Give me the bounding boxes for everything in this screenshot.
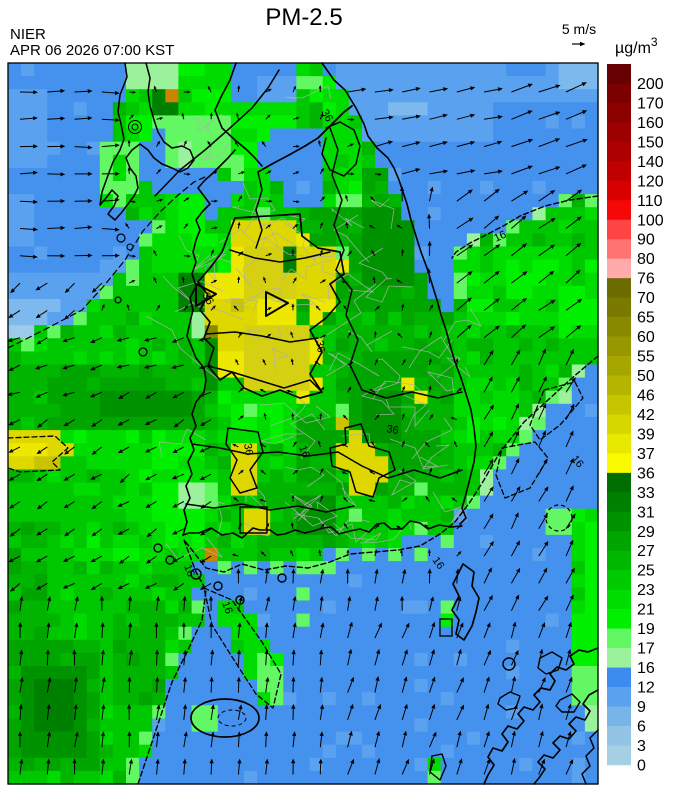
svg-text:120: 120 bbox=[637, 173, 664, 190]
svg-text:36: 36 bbox=[385, 423, 399, 437]
svg-text:3: 3 bbox=[637, 738, 646, 755]
svg-text:37: 37 bbox=[637, 446, 655, 463]
svg-text:65: 65 bbox=[637, 310, 655, 327]
svg-text:60: 60 bbox=[637, 329, 655, 346]
svg-text:NIER: NIER bbox=[10, 26, 46, 43]
svg-text:200: 200 bbox=[637, 76, 664, 93]
svg-text:70: 70 bbox=[637, 290, 655, 307]
svg-text:19: 19 bbox=[637, 621, 655, 638]
svg-text:31: 31 bbox=[637, 504, 655, 521]
svg-text:16: 16 bbox=[637, 660, 655, 677]
svg-text:90: 90 bbox=[637, 232, 655, 249]
svg-text:0: 0 bbox=[637, 757, 646, 774]
svg-text:110: 110 bbox=[637, 193, 663, 210]
svg-text:12: 12 bbox=[637, 680, 655, 697]
svg-text:55: 55 bbox=[637, 349, 655, 366]
svg-text:5 m/s: 5 m/s bbox=[562, 21, 596, 37]
svg-text:42: 42 bbox=[637, 407, 655, 424]
svg-text:9: 9 bbox=[637, 699, 646, 716]
svg-text:36: 36 bbox=[637, 465, 655, 482]
svg-text:PM-2.5: PM-2.5 bbox=[265, 4, 342, 31]
svg-text:21: 21 bbox=[637, 602, 655, 619]
svg-text:140: 140 bbox=[637, 154, 664, 171]
svg-text:33: 33 bbox=[637, 485, 655, 502]
svg-text:17: 17 bbox=[637, 641, 655, 658]
svg-text:39: 39 bbox=[637, 426, 655, 443]
svg-text:APR 06 2026 07:00 KST: APR 06 2026 07:00 KST bbox=[10, 42, 174, 59]
svg-text:100: 100 bbox=[637, 212, 664, 229]
svg-text:170: 170 bbox=[637, 95, 664, 112]
svg-text:160: 160 bbox=[637, 115, 664, 132]
svg-text:50: 50 bbox=[637, 368, 655, 385]
svg-text:23: 23 bbox=[637, 582, 655, 599]
svg-text:150: 150 bbox=[637, 134, 664, 151]
svg-text:27: 27 bbox=[637, 543, 655, 560]
svg-text:46: 46 bbox=[637, 388, 655, 405]
svg-text:29: 29 bbox=[637, 524, 655, 541]
svg-text:36: 36 bbox=[241, 442, 255, 456]
svg-text:6: 6 bbox=[637, 719, 646, 736]
svg-text:76: 76 bbox=[637, 271, 655, 288]
svg-text:25: 25 bbox=[637, 563, 655, 580]
svg-text:36: 36 bbox=[313, 339, 327, 353]
svg-text:80: 80 bbox=[637, 251, 655, 268]
